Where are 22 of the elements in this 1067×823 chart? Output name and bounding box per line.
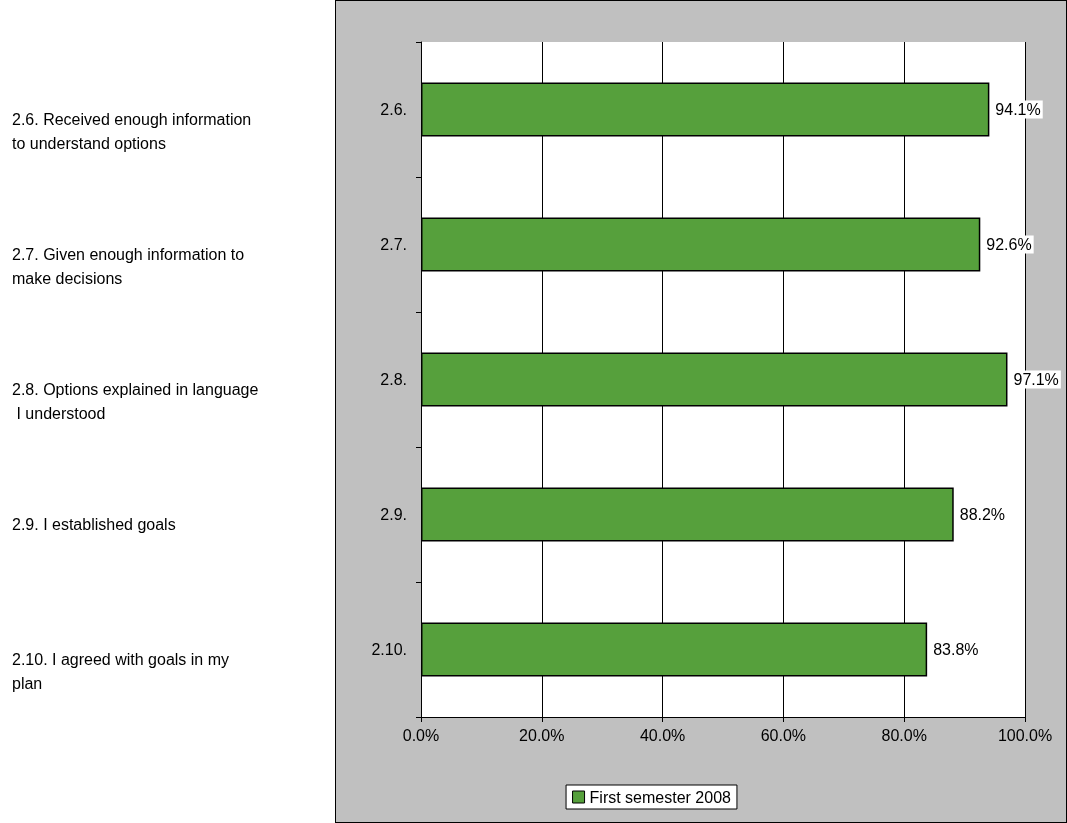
text: 2.7. Given enough information to make decisions xyxy=(12,246,249,287)
y-tick-label: 2.6. xyxy=(380,101,407,118)
x-tick-label: 60.0% xyxy=(760,726,807,744)
x-tick-label: 40.0% xyxy=(639,726,686,744)
x-tick-label: 80.0% xyxy=(881,726,927,744)
x-tick-label: 100.0% xyxy=(997,726,1053,744)
y-tick-label: 2.10. xyxy=(371,641,407,658)
text: 2.9. I established goals xyxy=(12,516,176,533)
x-tick-label: 20.0% xyxy=(519,726,565,744)
text: 2.10. I agreed with goals in my plan xyxy=(12,651,234,692)
x-tick-label: 0.0% xyxy=(402,726,440,744)
data-label: 83.8% xyxy=(933,641,979,658)
data-label: 94.1% xyxy=(995,101,1041,118)
text: 2.6. Received enough information to understand options xyxy=(12,111,256,152)
y-tick-label: 2.7. xyxy=(380,236,407,253)
y-tick-label: 2.9. xyxy=(380,506,407,523)
y-tick-label: 2.8. xyxy=(380,371,407,388)
text: 2.8. Options explained in language I understood xyxy=(12,381,259,422)
data-label: 97.1% xyxy=(1013,371,1059,388)
legend-label: First semester 2008 xyxy=(589,788,732,806)
data-label: 88.2% xyxy=(959,506,1006,523)
data-label: 92.6% xyxy=(986,236,1032,253)
